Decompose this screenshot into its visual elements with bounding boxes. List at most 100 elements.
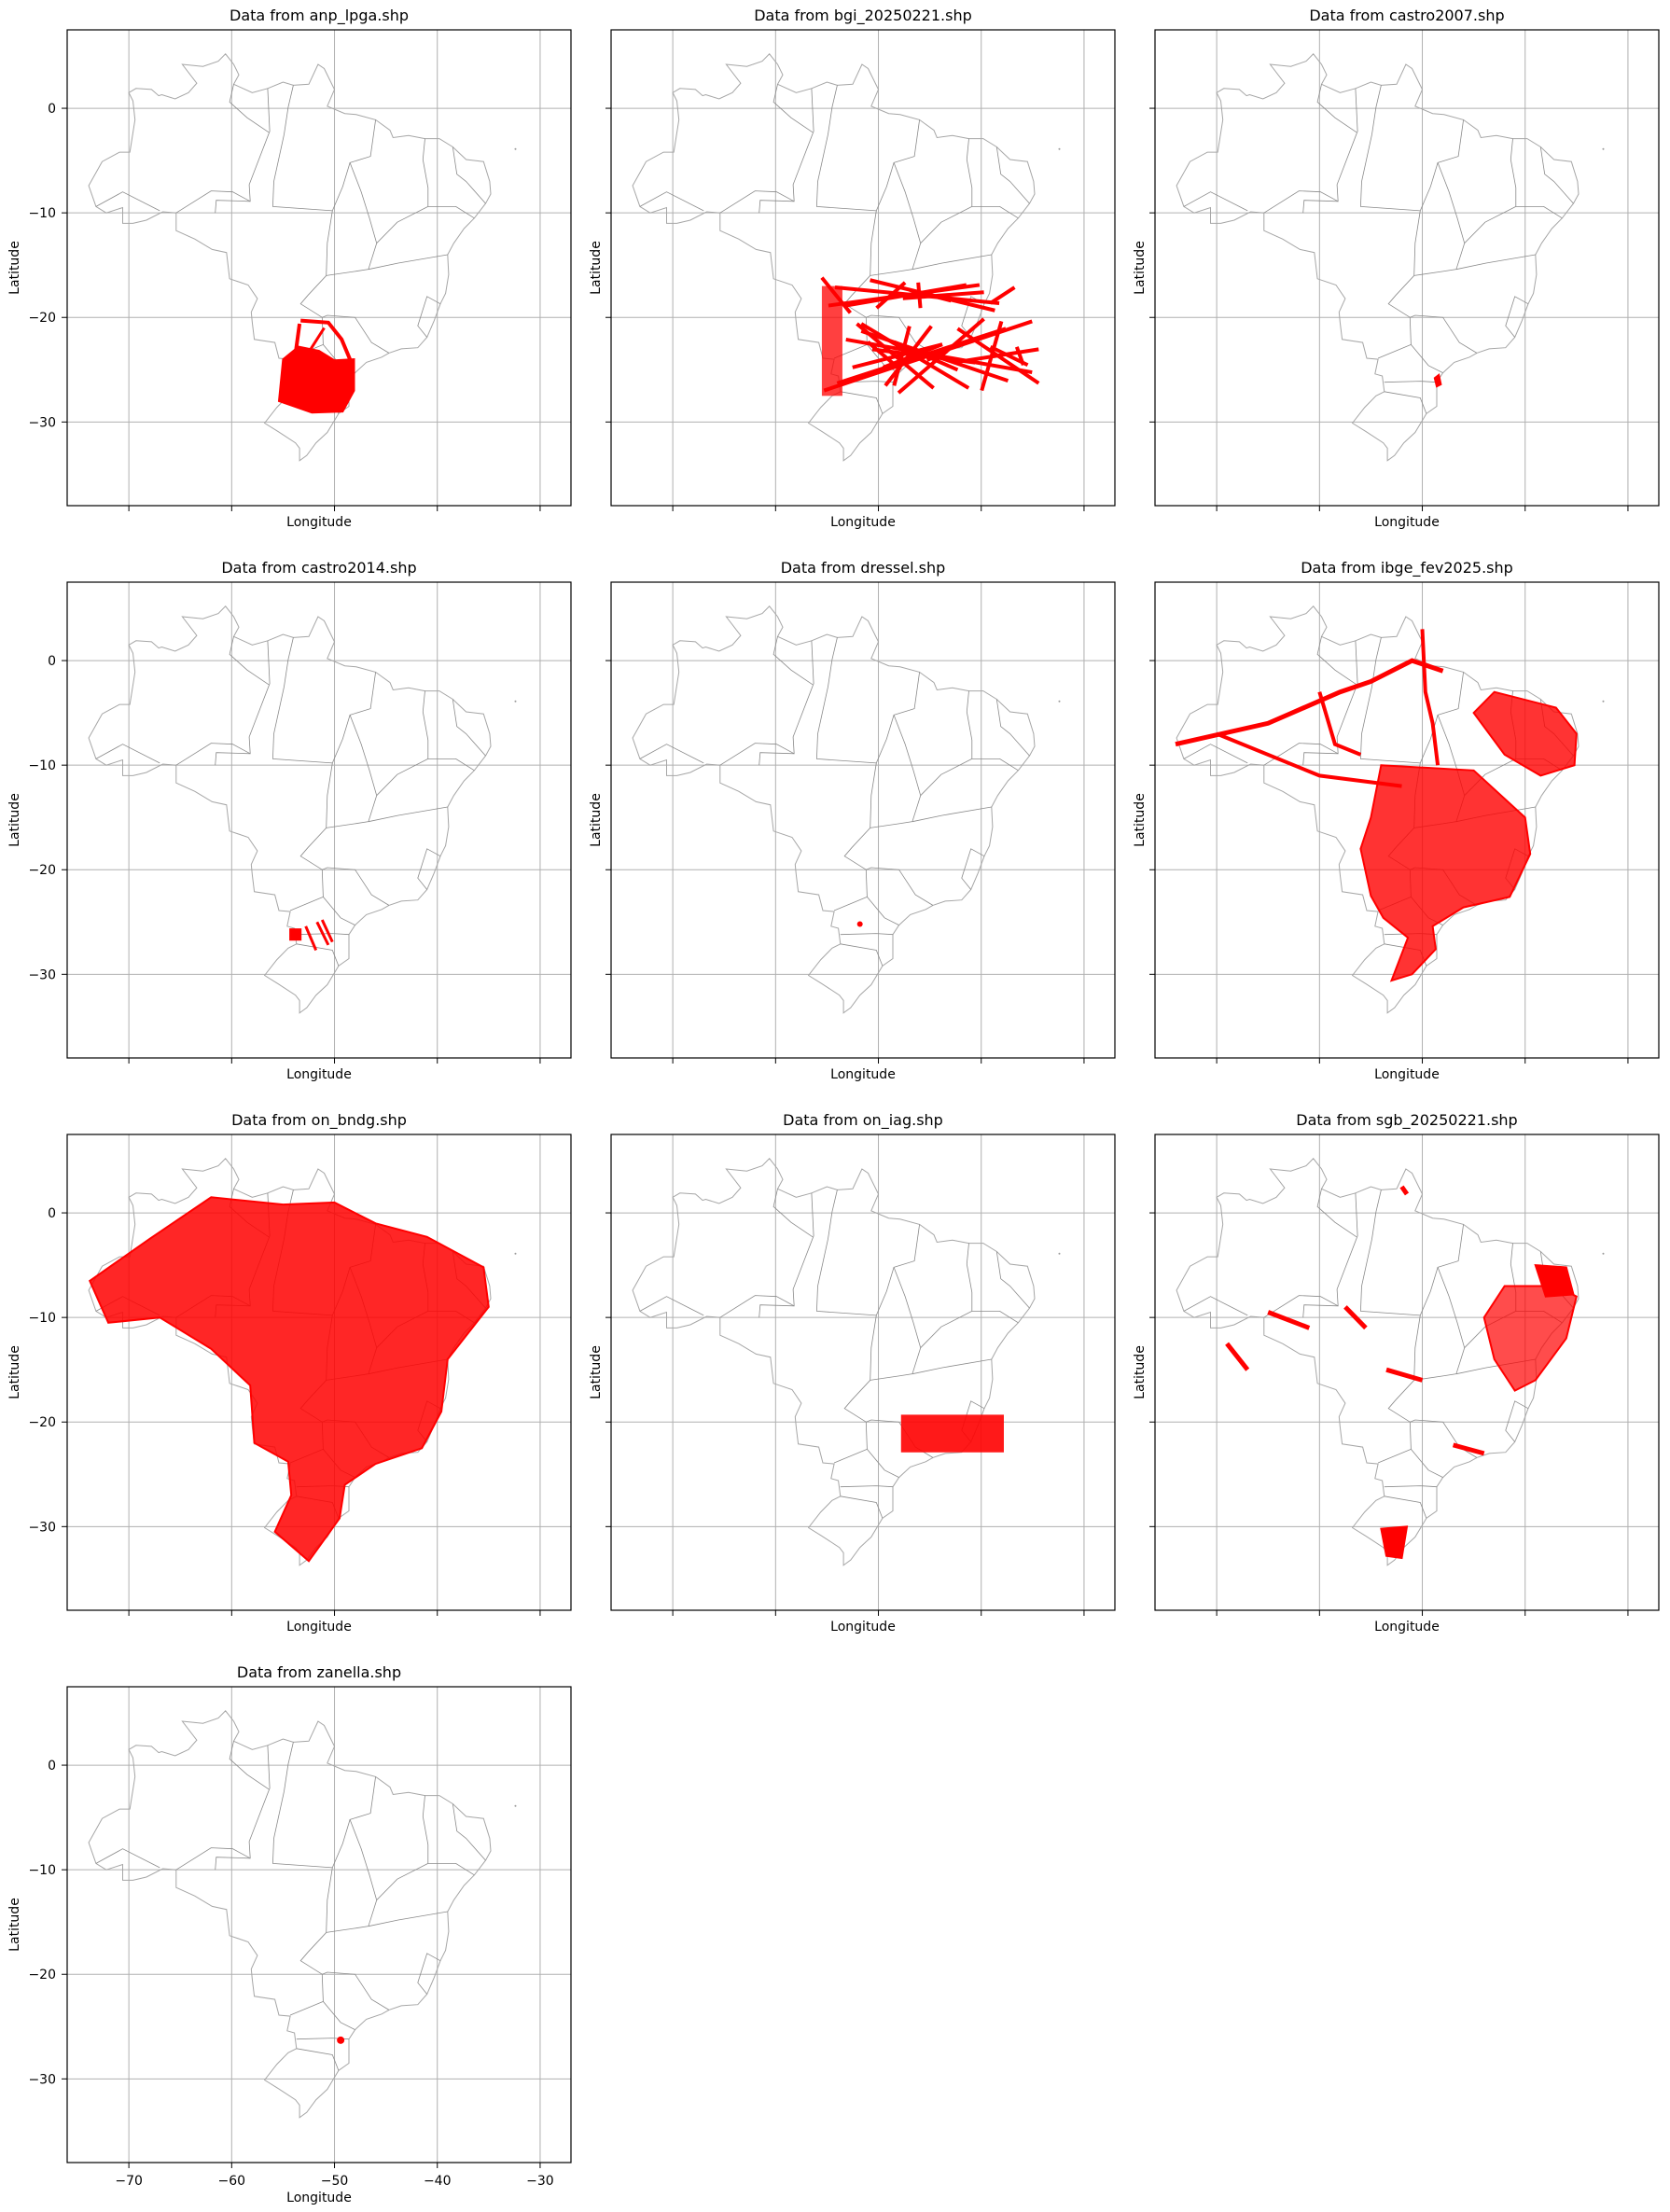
state-boundary xyxy=(322,867,390,906)
y-tick-label: −30 xyxy=(28,967,56,982)
state-boundary xyxy=(215,1745,271,1871)
state-boundary xyxy=(1316,636,1357,686)
country-outline xyxy=(632,1158,1036,1566)
state-boundary xyxy=(995,699,1030,757)
state-boundary xyxy=(1263,190,1339,214)
state-boundary xyxy=(289,715,351,911)
state-boundary xyxy=(417,1953,441,1995)
data-point xyxy=(337,2036,345,2044)
state-boundary xyxy=(175,1847,251,1871)
state-boundary xyxy=(1359,637,1421,764)
y-tick-label: −20 xyxy=(28,1415,56,1430)
country-outline xyxy=(632,605,1036,1014)
plot-area xyxy=(67,1687,571,2163)
map-panel: Data from castro2014.shp 0 −10 −20 −30 Longit… xyxy=(7,559,572,1082)
panel-title: Data from castro2007.shp xyxy=(1309,7,1504,24)
state-boundary xyxy=(912,254,992,271)
state-boundary xyxy=(995,1251,1030,1309)
state-boundary xyxy=(971,1311,1019,1324)
panel-title: Data from ibge_fev2025.shp xyxy=(1301,559,1513,577)
map-panel: Data from anp_lpga.shp 0 −10 −20 −30 Longitud… xyxy=(7,7,572,530)
state-boundary xyxy=(215,88,271,214)
state-boundary xyxy=(229,636,270,686)
state-boundary xyxy=(772,84,814,133)
state-boundary xyxy=(866,314,934,354)
state-boundary xyxy=(815,637,877,764)
map-panel: Data from dressel.shp Longitude Latitude xyxy=(589,559,1116,1082)
axes-frame xyxy=(66,1134,572,1611)
x-axis-label: Longitude xyxy=(830,1067,896,1082)
state-boundary xyxy=(229,1741,270,1790)
state-boundary xyxy=(639,191,704,212)
state-boundary xyxy=(840,1496,884,1519)
x-tick-label: −70 xyxy=(115,2174,143,2189)
state-boundary xyxy=(323,2001,355,2030)
state-boundary xyxy=(296,2048,340,2071)
state-boundary xyxy=(1316,84,1357,133)
state-boundary xyxy=(289,1819,351,2016)
data-line xyxy=(875,281,907,310)
state-boundary xyxy=(95,744,160,764)
island-marker xyxy=(1058,1252,1061,1255)
data-line xyxy=(856,322,935,390)
data-line xyxy=(1343,1305,1368,1330)
state-boundary xyxy=(772,1189,814,1238)
data-line xyxy=(304,925,318,952)
y-tick-label: −30 xyxy=(28,1520,56,1535)
state-boundary xyxy=(417,296,441,338)
country-outline xyxy=(88,53,492,462)
state-boundary xyxy=(1384,1485,1438,1488)
plot-area xyxy=(611,1134,1115,1610)
y-tick-label: −30 xyxy=(28,415,56,430)
state-boundary xyxy=(639,1296,704,1316)
data-line xyxy=(989,285,1016,305)
map-panel: Data from ibge_fev2025.shp Longitude Latit… xyxy=(1133,559,1660,1082)
state-boundary xyxy=(326,119,378,276)
state-boundary xyxy=(323,897,355,925)
data-line xyxy=(866,341,902,371)
data-line xyxy=(1175,658,1444,747)
island-marker xyxy=(514,147,517,150)
panel-title: Data from anp_lpga.shp xyxy=(230,7,409,25)
state-boundary xyxy=(995,146,1030,204)
state-boundary xyxy=(368,806,448,823)
panel-title: Data from zanella.shp xyxy=(237,1663,401,1681)
plot-area xyxy=(1155,30,1659,506)
state-boundary xyxy=(867,1449,899,1478)
state-boundary xyxy=(175,743,251,766)
state-boundary xyxy=(1377,1267,1439,1464)
state-boundary xyxy=(1413,1224,1466,1381)
axes-frame xyxy=(610,29,1116,507)
state-boundary xyxy=(452,699,486,757)
state-boundary xyxy=(326,672,378,828)
y-tick-label: 0 xyxy=(48,102,56,117)
state-boundary xyxy=(870,1224,922,1381)
state-boundary xyxy=(1183,191,1248,212)
y-tick-label: −10 xyxy=(28,1863,56,1878)
data-line xyxy=(884,325,933,387)
state-boundary xyxy=(452,1803,486,1861)
island-marker xyxy=(514,1804,517,1807)
x-axis-label: Longitude xyxy=(1374,515,1440,530)
data-line xyxy=(309,327,326,350)
state-boundary xyxy=(870,672,922,828)
data-line xyxy=(1420,629,1440,766)
data-line xyxy=(980,320,1004,392)
y-axis-label: Latitude xyxy=(7,793,22,847)
state-boundary xyxy=(870,119,922,276)
x-axis-label: Longitude xyxy=(286,515,352,530)
panel-title: Data from on_bndg.shp xyxy=(231,1111,407,1130)
data-polygon xyxy=(1534,1263,1575,1298)
data-line xyxy=(300,318,352,360)
y-tick-label: 0 xyxy=(48,1759,56,1774)
plot-area xyxy=(611,30,1115,506)
data-polygon xyxy=(1433,373,1442,388)
state-boundary xyxy=(1302,88,1358,214)
country-outline xyxy=(1176,605,1580,1014)
state-boundary xyxy=(427,205,475,219)
data-line xyxy=(836,327,1007,385)
state-boundary xyxy=(368,1911,448,1927)
state-boundary xyxy=(296,943,340,967)
x-axis-label: Longitude xyxy=(830,1620,896,1635)
state-boundary xyxy=(840,391,884,414)
